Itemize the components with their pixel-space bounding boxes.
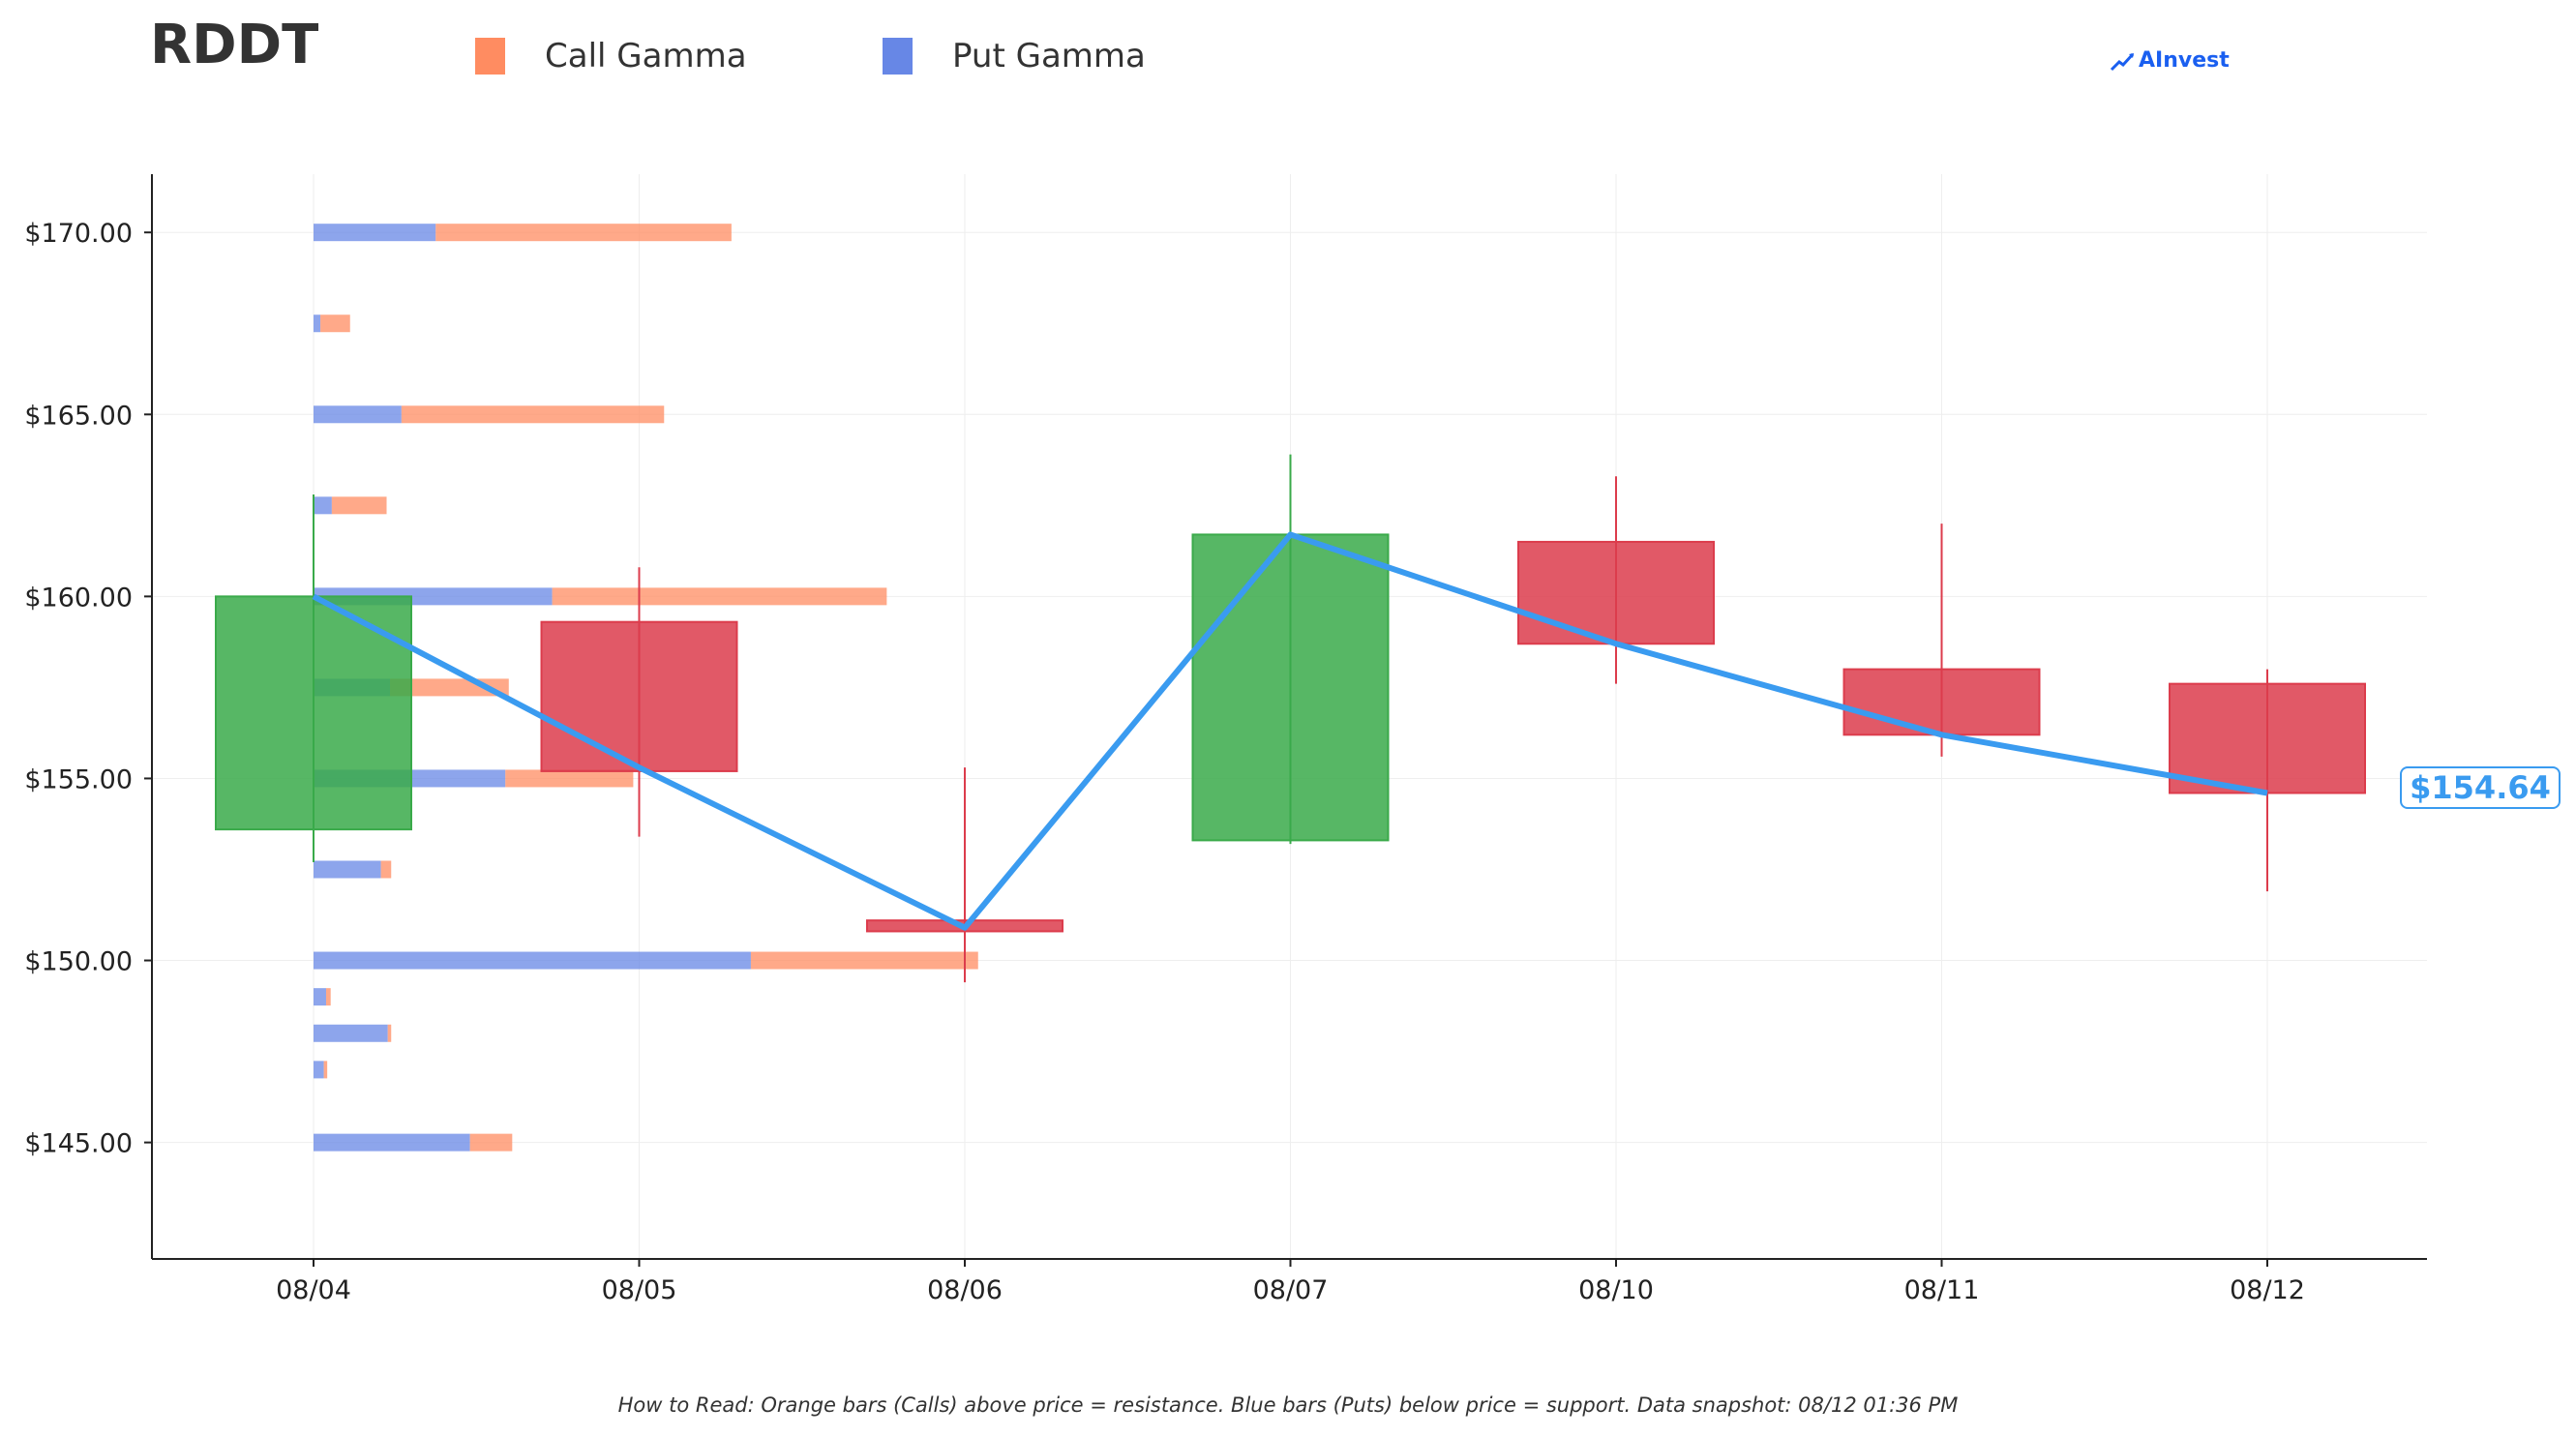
footnote: How to Read: Orange bars (Calls) above p… <box>617 1393 1959 1417</box>
call-gamma-bar <box>323 1061 328 1079</box>
legend-put-gamma: Put Gamma <box>883 37 1146 75</box>
put-gamma-bar <box>314 951 751 970</box>
put-gamma-bar <box>314 496 332 515</box>
call-gamma-bar <box>320 314 350 333</box>
x-tick-label: 08/07 <box>1253 1275 1329 1305</box>
x-tick-label: 08/04 <box>276 1275 351 1305</box>
legend-swatch-put <box>883 38 913 75</box>
candle-body <box>1191 533 1390 842</box>
put-gamma-bar <box>314 1061 324 1079</box>
candle-body <box>1517 540 1715 645</box>
price-line <box>312 531 2268 931</box>
put-gamma-bar <box>314 860 381 879</box>
current-price-label: $154.64 <box>2410 769 2551 806</box>
put-gamma-bar <box>314 1024 388 1042</box>
put-gamma-bar <box>314 405 402 424</box>
legend-call-gamma: Call Gamma <box>475 37 747 75</box>
call-gamma-bar <box>325 988 331 1006</box>
call-gamma-bar <box>435 224 732 242</box>
close-price-line <box>312 531 2268 931</box>
call-gamma-bar <box>387 1024 392 1042</box>
put-gamma-bar <box>314 1133 470 1152</box>
y-tick-label: $150.00 <box>24 947 133 977</box>
call-gamma-bar <box>750 951 978 970</box>
brand-chart-icon <box>2110 52 2135 71</box>
put-gamma-bar <box>314 988 326 1006</box>
call-gamma-bar <box>469 1133 513 1152</box>
call-gamma-bar <box>552 587 887 606</box>
y-tick-label: $170.00 <box>24 219 133 249</box>
x-tick-label: 08/05 <box>602 1275 677 1305</box>
call-gamma-bar <box>401 405 665 424</box>
legend-swatch-call <box>475 38 505 75</box>
put-gamma-bar <box>314 224 436 242</box>
call-gamma-bar <box>380 860 392 879</box>
current-price-tag: $154.64 <box>2400 766 2561 809</box>
y-tick-label: $155.00 <box>24 764 133 794</box>
x-tick-label: 08/11 <box>1904 1275 1980 1305</box>
candle-body <box>1842 668 2041 736</box>
y-tick-label: $165.00 <box>24 401 133 431</box>
y-tick-label: $160.00 <box>24 583 133 613</box>
call-gamma-bar <box>505 769 634 788</box>
ticker-title: RDDT <box>150 14 319 76</box>
legend-label-put: Put Gamma <box>952 37 1146 75</box>
legend-label-call: Call Gamma <box>545 37 747 75</box>
y-tick-label: $145.00 <box>24 1129 133 1159</box>
call-gamma-bar <box>331 496 387 515</box>
brand-logo: AInvest <box>2110 48 2230 73</box>
put-gamma-bar <box>314 314 321 333</box>
candle-body <box>540 620 738 772</box>
candle-body <box>215 595 412 831</box>
x-tick-label: 08/12 <box>2230 1275 2305 1305</box>
candle-body <box>2169 682 2366 794</box>
x-tick-label: 08/06 <box>927 1275 1003 1305</box>
axes: $145.00 $150.00 $155.00 $160.00 $165.00 $170.… <box>24 174 2427 1305</box>
brand-name: AInvest <box>2139 48 2230 73</box>
x-tick-label: 08/10 <box>1578 1275 1654 1305</box>
